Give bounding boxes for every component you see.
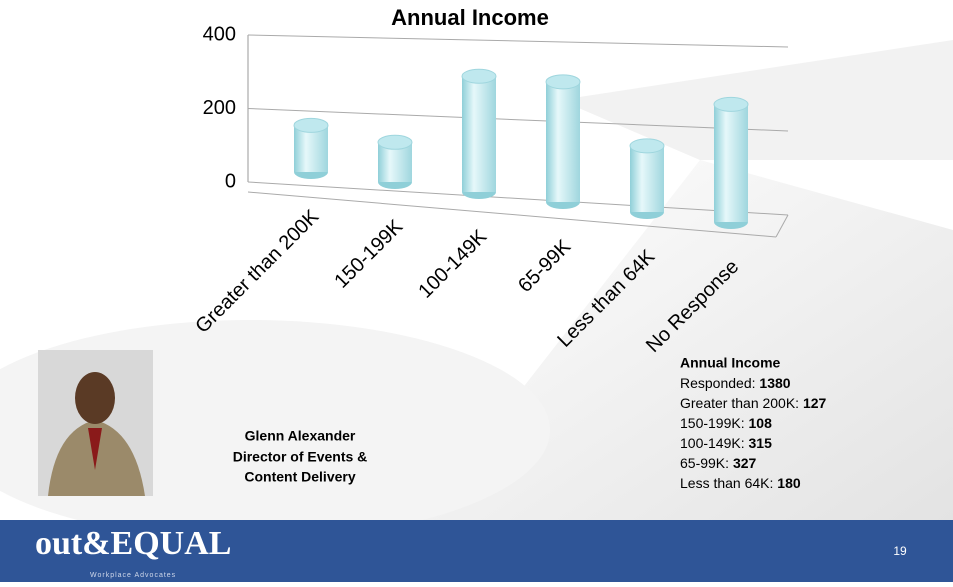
summary-title: Annual Income	[680, 355, 781, 371]
y-tick-label: 400	[203, 23, 236, 45]
cylinder-top	[461, 68, 497, 84]
grid-line	[247, 108, 789, 132]
footer-bar	[0, 520, 953, 582]
presenter: Glenn Alexander Director of Events & Con…	[233, 428, 368, 485]
presenter-role: Content Delivery	[244, 469, 355, 485]
photo	[38, 350, 153, 496]
bar	[714, 104, 748, 222]
bar	[462, 76, 496, 192]
y-tick-label: 0	[225, 170, 236, 192]
page-number: 19	[893, 544, 907, 558]
bar	[630, 145, 664, 212]
grid-line	[247, 34, 789, 48]
summary-label: 100-149K:	[680, 435, 749, 451]
tagline: Workplace Advocates	[90, 572, 176, 579]
summary-label: Responded:	[680, 375, 759, 391]
summary-label: Less than 64K:	[680, 475, 777, 491]
summary-value: 315	[749, 435, 773, 451]
cylinder-top	[545, 74, 581, 90]
cylinder	[713, 96, 749, 229]
summary-value: 127	[803, 395, 827, 411]
summary-value: 327	[733, 455, 757, 471]
summary-value: 180	[777, 475, 801, 491]
bg-shape	[420, 160, 953, 520]
summary-value: 108	[749, 415, 773, 431]
chart-title: Annual Income	[391, 5, 549, 30]
summary-label: 150-199K:	[680, 415, 749, 431]
presenter-name: Glenn Alexander	[245, 428, 356, 444]
bar	[546, 81, 580, 202]
cylinder-top	[377, 134, 413, 150]
cylinder	[377, 134, 413, 189]
summary-row: 100-149K: 315	[680, 435, 772, 451]
cylinder-top	[293, 117, 329, 133]
cylinder-top	[629, 138, 665, 154]
cylinder	[461, 68, 497, 199]
presenter-role: Director of Events &	[233, 449, 368, 465]
bg-shape	[560, 40, 953, 160]
floor-edge	[247, 191, 777, 238]
cylinder	[545, 74, 581, 209]
grid-line	[247, 181, 789, 216]
summary-row: Less than 64K: 180	[680, 475, 801, 491]
logo: out&EQUAL	[35, 525, 231, 562]
cylinder	[629, 138, 665, 219]
y-tick-label: 200	[203, 97, 236, 119]
summary: Annual Income Responded: 1380 Greater tha…	[680, 355, 827, 491]
bar	[294, 125, 328, 172]
summary-label: 65-99K:	[680, 455, 733, 471]
summary-row: 65-99K: 327	[680, 455, 757, 471]
summary-row: 150-199K: 108	[680, 415, 772, 431]
cylinder-top	[713, 96, 749, 112]
summary-row: Greater than 200K: 127	[680, 395, 827, 411]
floor-edge	[775, 214, 789, 238]
summary-label: Greater than 200K:	[680, 395, 803, 411]
summary-value: 1380	[759, 375, 790, 391]
summary-row: Responded: 1380	[680, 375, 791, 391]
cylinder	[293, 117, 329, 179]
